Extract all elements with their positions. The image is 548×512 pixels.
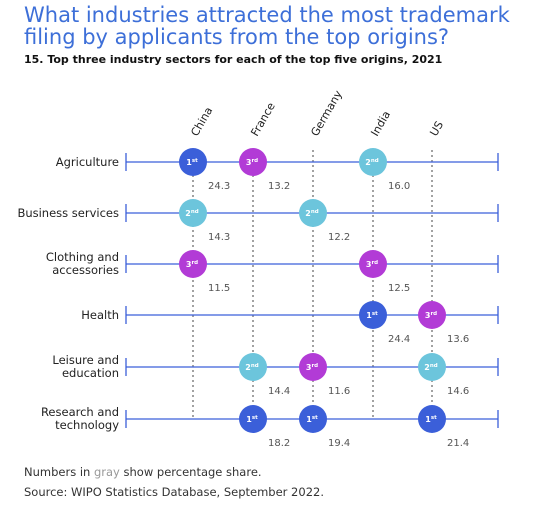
sector-label: Research and technology [41, 405, 119, 432]
sector-label: Business services [17, 206, 119, 220]
share-label: 16.0 [388, 181, 410, 192]
rank-label: 1st [186, 158, 198, 167]
share-label: 12.5 [388, 283, 410, 294]
rank-marker: 1st 24.4 [359, 301, 410, 345]
footnote: Numbers in gray show percentage share. [24, 465, 262, 479]
share-label: 11.5 [208, 283, 230, 294]
rank-label: 3rd [425, 311, 437, 320]
rank-label: 2nd [185, 209, 198, 218]
rank-circle [418, 301, 446, 329]
sector-label: Leisure and education [52, 353, 119, 380]
origin-label-china: China [188, 105, 215, 139]
footnote-prefix: Numbers in [24, 465, 94, 479]
rank-circle [179, 199, 207, 227]
rank-label: 1st [366, 311, 378, 320]
sector-labels: Agriculture Business services Clothing and… [17, 155, 119, 432]
chart-subtitle: 15. Top three industry sectors for each … [24, 53, 443, 66]
rank-circle [239, 405, 267, 433]
share-label: 24.3 [208, 181, 230, 192]
rank-circle [359, 250, 387, 278]
rank-marker: 2nd 14.6 [418, 353, 469, 397]
sector-label: Health [81, 308, 119, 322]
rank-circle [299, 353, 327, 381]
rank-circle [359, 301, 387, 329]
rank-circle [239, 353, 267, 381]
rank-marker: 3rd 11.6 [299, 353, 350, 397]
rank-marker: 1st 19.4 [299, 405, 350, 449]
rank-label: 2nd [305, 209, 318, 218]
rank-marker: 3rd 12.5 [359, 250, 410, 294]
rank-label: 1st [246, 415, 258, 424]
share-label: 14.3 [208, 232, 230, 243]
origin-label-france: France [248, 100, 278, 138]
rank-label: 3rd [186, 260, 198, 269]
rank-circle [179, 250, 207, 278]
rank-circle [239, 148, 267, 176]
share-label: 14.4 [268, 386, 290, 397]
rank-marker: 1st 24.3 [179, 148, 230, 192]
share-label: 12.2 [328, 232, 350, 243]
origin-label-us: US [427, 119, 446, 139]
rank-label: 3rd [366, 260, 378, 269]
rank-circle [359, 148, 387, 176]
share-label: 11.6 [328, 386, 350, 397]
rank-circle [299, 199, 327, 227]
rank-circle [179, 148, 207, 176]
rank-marker: 2nd 14.4 [239, 353, 290, 397]
rank-circle [418, 353, 446, 381]
rank-label: 2nd [424, 363, 437, 372]
sector-lines [125, 153, 499, 428]
share-label: 24.4 [388, 334, 410, 345]
footnote-highlight: gray [93, 465, 120, 479]
rank-marker: 1st 21.4 [418, 405, 469, 449]
sector-label: Agriculture [56, 155, 119, 169]
share-label: 18.2 [268, 438, 290, 449]
origin-label-india: India [368, 109, 393, 139]
share-label: 13.6 [447, 334, 469, 345]
dot-matrix-chart: China France Germany India US Agriculture Bus… [17, 88, 499, 449]
footnote-suffix: show percentage share. [119, 465, 262, 479]
origin-label-germany: Germany [308, 88, 345, 139]
rank-circle [299, 405, 327, 433]
rank-marker: 3rd 13.2 [239, 148, 290, 192]
rank-marker: 2nd 16.0 [359, 148, 410, 192]
rank-label: 2nd [365, 158, 378, 167]
rank-label: 2nd [245, 363, 258, 372]
source-note: Source: WIPO Statistics Database, Septem… [24, 485, 324, 499]
rank-marker: 3rd 11.5 [179, 250, 230, 294]
rank-marker: 2nd 14.3 [179, 199, 230, 243]
rank-label: 3rd [246, 158, 258, 167]
chart-title: What industries attracted the most trade… [24, 3, 510, 49]
rank-marker: 1st 18.2 [239, 405, 290, 449]
rank-marker: 3rd 13.6 [418, 301, 469, 345]
rank-label: 3rd [306, 363, 318, 372]
rank-markers: 1st 24.3 3rd 13.2 2nd 16.0 2nd 14.3 2nd 12.2 3rd 11… [179, 148, 469, 449]
rank-marker: 2nd 12.2 [299, 199, 350, 243]
rank-label: 1st [306, 415, 318, 424]
share-label: 14.6 [447, 386, 469, 397]
sector-label: Clothing and accessories [46, 250, 119, 277]
share-label: 21.4 [447, 438, 469, 449]
rank-circle [418, 405, 446, 433]
origin-labels: China France Germany India US [188, 88, 446, 139]
share-label: 13.2 [268, 181, 290, 192]
share-label: 19.4 [328, 438, 350, 449]
rank-label: 1st [425, 415, 437, 424]
